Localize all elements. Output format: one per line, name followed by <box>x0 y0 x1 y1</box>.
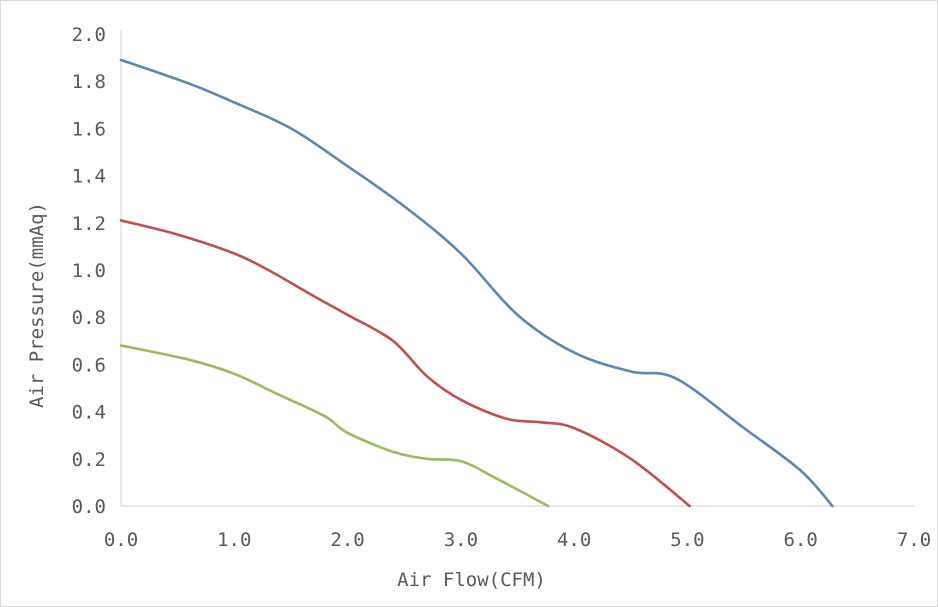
y-tick-label: 0.8 <box>72 307 106 329</box>
x-tick-labels: 0.0 1.0 2.0 3.0 4.0 5.0 6.0 7.0 <box>104 529 931 551</box>
x-tick-label: 7.0 <box>897 529 931 551</box>
series-lines <box>119 58 834 508</box>
y-tick-label: 1.8 <box>72 71 106 93</box>
series-line-2 <box>119 219 691 508</box>
x-tick-label: 1.0 <box>217 529 251 551</box>
x-tick-label: 0.0 <box>104 529 138 551</box>
series-line-3 <box>119 344 550 508</box>
y-tick-label: 0.0 <box>72 496 106 518</box>
y-tick-label: 1.4 <box>72 166 106 188</box>
x-tick-label: 6.0 <box>784 529 818 551</box>
y-tick-label: 1.6 <box>72 118 106 140</box>
y-axis-title: Air Pressure(mmAq) <box>26 202 48 408</box>
x-tick-label: 3.0 <box>444 529 478 551</box>
x-tick-label: 5.0 <box>670 529 704 551</box>
y-tick-label: 0.2 <box>72 449 106 471</box>
y-tick-label: 2.0 <box>72 24 106 46</box>
y-tick-labels: 0.0 0.2 0.4 0.6 0.8 1.0 1.2 1.4 1.6 1.8 2.0 <box>72 24 106 518</box>
x-axis-title: Air Flow(CFM) <box>397 569 546 591</box>
y-tick-label: 0.4 <box>72 402 106 424</box>
axes <box>120 30 914 507</box>
y-tick-label: 1.2 <box>72 213 106 235</box>
x-tick-label: 2.0 <box>330 529 364 551</box>
series-line-1 <box>119 58 834 508</box>
y-tick-label: 0.6 <box>72 354 106 376</box>
x-tick-label: 4.0 <box>557 529 591 551</box>
y-tick-label: 1.0 <box>72 260 106 282</box>
